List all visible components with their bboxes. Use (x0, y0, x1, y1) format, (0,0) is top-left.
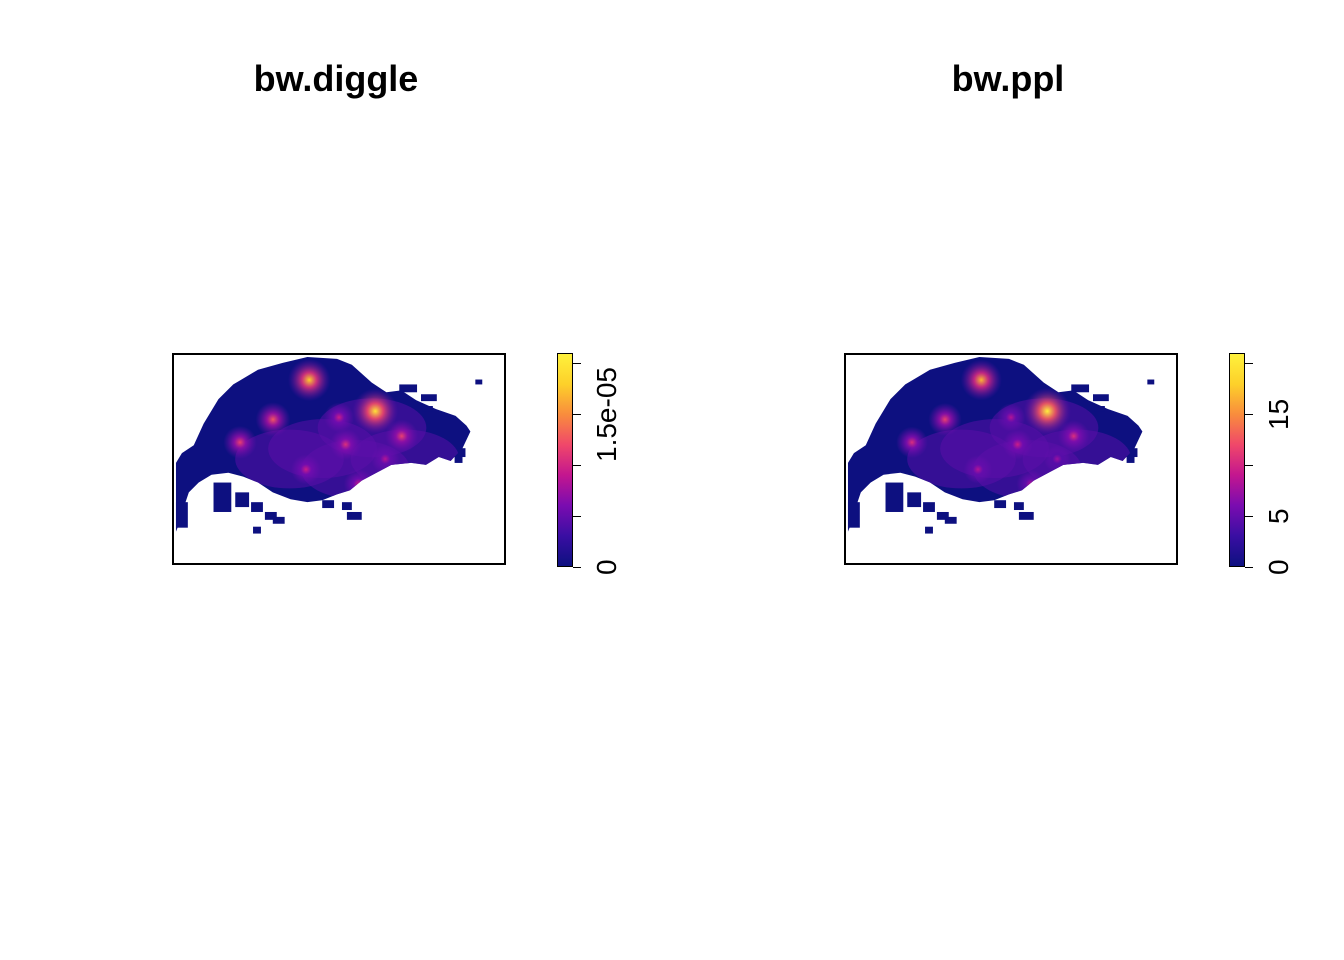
small-island (847, 502, 860, 528)
small-island (1147, 379, 1155, 385)
legend-tick (573, 566, 581, 568)
legend-tick (1245, 515, 1253, 517)
density-hotspot (1002, 429, 1033, 460)
small-island (1018, 511, 1034, 520)
legend-tick-label: 0 (591, 559, 622, 575)
density-map (172, 353, 506, 565)
small-island (944, 516, 957, 524)
small-island (213, 482, 232, 512)
small-island (421, 394, 437, 402)
small-island (925, 526, 933, 534)
density-hotspot (290, 454, 322, 485)
plot-panel-bw-ppl: bw.ppl 0 5 15 (672, 0, 1344, 960)
small-island (264, 511, 277, 520)
density-hotspot (329, 428, 362, 461)
density-hotspot (343, 469, 374, 499)
small-island (399, 384, 418, 393)
density-hotspot (385, 419, 419, 453)
small-island (322, 500, 335, 509)
plot-title: bw.ppl (951, 58, 1065, 99)
legend-tick (1245, 566, 1253, 568)
small-island (251, 502, 263, 512)
small-island (885, 482, 904, 512)
small-island (346, 511, 362, 520)
density-hotspot (1016, 469, 1046, 499)
small-island (907, 492, 922, 508)
legend-tick-label: 15 (1263, 398, 1294, 430)
density-map (844, 353, 1178, 565)
color-legend-bar (1229, 353, 1245, 567)
density-map-svg (175, 356, 483, 534)
small-island (1013, 502, 1024, 511)
small-island (475, 379, 483, 385)
legend-tick (573, 362, 581, 364)
small-island (453, 448, 466, 458)
legend-tick (1245, 413, 1253, 415)
legend-tick-label: 5 (1263, 508, 1294, 525)
density-hotspot (896, 426, 928, 459)
small-island (422, 406, 433, 412)
plot-panel-bw-diggle: bw.diggle 0 1.5e-05 (172, 58, 622, 575)
small-island (341, 502, 352, 511)
small-island (253, 526, 261, 534)
density-hotspot (928, 402, 962, 436)
small-island (272, 516, 285, 524)
small-island (994, 500, 1007, 509)
density-hotspot (1057, 420, 1090, 452)
plot-title: bw.diggle (253, 58, 419, 99)
density-hotspot (223, 425, 257, 459)
density-hotspot (960, 359, 1002, 401)
small-island (1094, 406, 1105, 412)
small-island (454, 455, 463, 463)
density-hotspot (1023, 387, 1072, 435)
legend-tick (573, 515, 581, 517)
legend-tick (573, 413, 581, 415)
small-island (235, 492, 250, 508)
small-island (923, 502, 935, 512)
density-hotspot (352, 388, 399, 434)
density-hotspot (963, 455, 993, 484)
small-island (1126, 455, 1135, 463)
color-legend-bar (557, 353, 573, 567)
density-hotspot (287, 358, 331, 402)
density-hotspot (996, 403, 1026, 432)
small-island (175, 502, 188, 528)
density-hotspot (323, 402, 355, 433)
legend-tick (1245, 362, 1253, 364)
small-island (936, 511, 949, 520)
density-map-svg (847, 356, 1155, 534)
legend-tick-label: 1.5e-05 (591, 366, 622, 462)
small-island (1125, 448, 1138, 458)
legend-tick (1245, 464, 1253, 466)
density-hotspot (370, 444, 400, 474)
legend-tick (573, 464, 581, 466)
density-hotspot (1043, 445, 1071, 473)
legend-tick-label: 0 (1263, 559, 1294, 575)
small-island (1071, 384, 1090, 393)
density-hotspot (255, 402, 291, 437)
small-island (1093, 394, 1109, 402)
